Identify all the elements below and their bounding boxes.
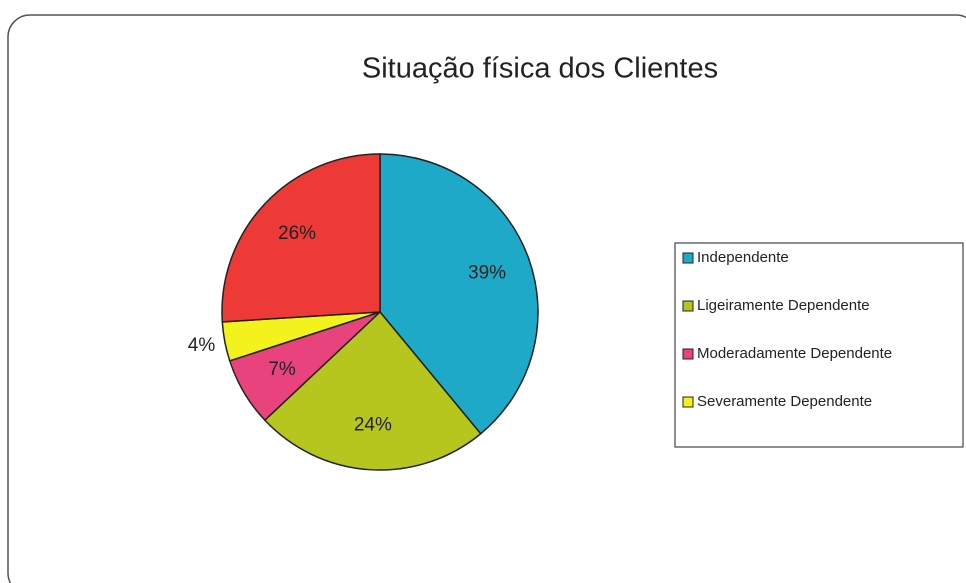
data-label: 39% xyxy=(468,262,506,283)
data-label: 4% xyxy=(188,335,216,356)
pie-slice xyxy=(263,310,482,471)
data-label: 7% xyxy=(268,359,296,380)
legend-label: Ligeiramente Dependente xyxy=(697,297,870,314)
data-label: 26% xyxy=(278,223,316,244)
pie-slice xyxy=(221,153,381,323)
legend-label: Moderadamente Dependente xyxy=(697,345,892,362)
chart-title: Situação física dos Clientes xyxy=(362,53,718,85)
legend-label: Independente xyxy=(697,249,789,266)
legend-label: Severamente Dependente xyxy=(697,393,872,410)
legend-swatch xyxy=(682,300,694,312)
legend-swatch xyxy=(682,348,694,360)
data-label: 24% xyxy=(354,415,392,436)
legend-box xyxy=(674,242,964,448)
legend-swatch xyxy=(682,396,694,408)
legend-swatch xyxy=(682,252,694,264)
pie-slice xyxy=(379,153,539,435)
